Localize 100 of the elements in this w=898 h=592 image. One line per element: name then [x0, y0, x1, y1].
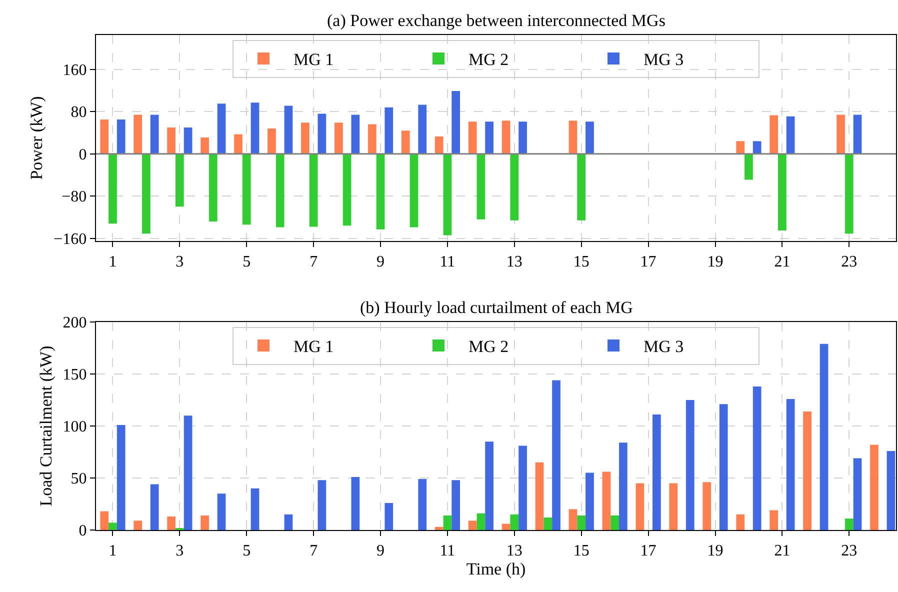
- bar: [752, 386, 762, 530]
- bar: [134, 520, 142, 530]
- bar: [586, 122, 594, 154]
- bar: [116, 424, 126, 530]
- bar: [434, 136, 444, 154]
- bar: [276, 154, 284, 228]
- bar: [351, 476, 360, 530]
- bar: [351, 114, 360, 154]
- bar: [401, 130, 410, 154]
- bar: [510, 514, 519, 530]
- bar: [452, 90, 460, 154]
- x-tick-label: 3: [176, 542, 184, 560]
- bar: [418, 479, 427, 530]
- bar: [778, 154, 786, 230]
- y-tick-label: 150: [62, 366, 87, 384]
- bar: [200, 137, 209, 154]
- y-tick-label: 160: [62, 62, 87, 79]
- y-tick-label: 80: [70, 104, 87, 122]
- bar: [116, 120, 126, 154]
- bar: [184, 127, 192, 154]
- x-tick-label: 19: [707, 542, 724, 560]
- bar: [443, 154, 452, 236]
- bar: [485, 122, 494, 154]
- x-tick-label: 13: [506, 253, 522, 270]
- bar: [577, 515, 586, 530]
- bar: [384, 107, 394, 154]
- chart-title: (a) Power exchange between interconnected MGs: [327, 11, 666, 30]
- bar: [468, 520, 477, 530]
- bar: [334, 122, 343, 154]
- bar: [167, 516, 176, 530]
- x-tick-label: 15: [573, 542, 590, 560]
- x-tick-label: 23: [841, 253, 858, 270]
- bar: [686, 400, 694, 530]
- bar: [250, 102, 260, 154]
- bar: [568, 509, 578, 530]
- x-tick-label: 21: [774, 542, 790, 560]
- bar: [820, 344, 828, 530]
- bar: [208, 154, 218, 222]
- bar: [619, 442, 628, 530]
- x-tick-label: 5: [242, 542, 251, 560]
- bar: [309, 154, 318, 227]
- bar: [443, 515, 452, 530]
- bar: [568, 120, 578, 154]
- bar: [844, 518, 854, 530]
- bar: [702, 482, 712, 530]
- bar: [176, 154, 184, 207]
- bar: [577, 154, 586, 220]
- legend-label: MG 2: [468, 50, 509, 70]
- bar: [518, 122, 527, 154]
- bar: [318, 114, 326, 154]
- y-tick-label: −160: [54, 230, 87, 248]
- x-tick-label: 11: [440, 253, 456, 270]
- bar: [719, 404, 728, 530]
- bar: [544, 518, 552, 530]
- bar: [552, 380, 560, 530]
- bar: [836, 114, 845, 154]
- x-tick-label: 23: [841, 542, 858, 560]
- x-tick-label: 7: [310, 542, 318, 560]
- bar: [242, 154, 251, 225]
- bar: [803, 411, 812, 530]
- bar: [108, 522, 117, 530]
- y-tick-label: 200: [62, 314, 87, 332]
- y-axis-title: Load Curtailment (kW): [36, 346, 56, 506]
- bar: [669, 483, 678, 530]
- bar: [200, 515, 209, 530]
- bar: [342, 154, 352, 226]
- bar: [452, 480, 460, 530]
- x-tick-label: 15: [573, 253, 590, 270]
- y-tick-label: −80: [62, 188, 87, 206]
- x-tick-label: 13: [506, 542, 522, 560]
- bar: [636, 483, 644, 530]
- bar: [844, 154, 854, 234]
- legend-label: MG 3: [644, 337, 684, 356]
- bar: [376, 154, 385, 230]
- y-tick-label: 50: [70, 470, 87, 488]
- x-axis-title: Time (h): [466, 560, 526, 579]
- x-tick-label: 9: [376, 253, 385, 270]
- bar: [368, 124, 376, 154]
- x-tick-label: 17: [640, 253, 656, 270]
- bar: [535, 462, 544, 530]
- bar: [142, 154, 150, 234]
- y-tick-label: 0: [78, 522, 87, 540]
- x-tick-label: 1: [108, 542, 117, 560]
- bar: [736, 514, 745, 530]
- bar: [586, 472, 594, 530]
- bar: [518, 446, 527, 530]
- bar: [786, 398, 795, 530]
- bar: [502, 120, 510, 154]
- y-axis-title: Power (kW): [27, 96, 46, 180]
- bar: [268, 128, 276, 154]
- y-tick-label: 100: [62, 418, 87, 436]
- x-tick-label: 5: [242, 253, 251, 270]
- bar: [510, 154, 519, 220]
- bar: [870, 444, 878, 530]
- bar: [886, 450, 896, 530]
- x-tick-label: 17: [640, 542, 656, 560]
- bar: [476, 154, 486, 220]
- legend-label: MG 1: [294, 337, 334, 356]
- x-tick-label: 19: [707, 253, 724, 270]
- bar: [217, 494, 226, 530]
